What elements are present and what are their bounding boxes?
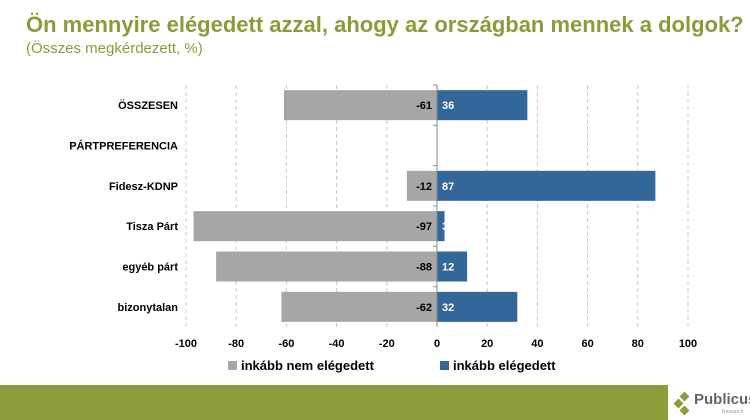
bar-positive xyxy=(437,291,518,322)
legend-swatch xyxy=(440,361,449,370)
publicus-logo: Publicus Research xyxy=(672,390,750,418)
bar-positive xyxy=(437,251,468,282)
category-label: egyéb párt xyxy=(122,262,178,274)
x-tick-label: -100 xyxy=(175,338,197,350)
data-label: -88 xyxy=(416,262,432,274)
x-tick-label: 40 xyxy=(531,338,543,350)
bar-negative xyxy=(216,251,437,282)
bar-negative xyxy=(283,90,437,121)
x-tick-label: -60 xyxy=(278,338,294,350)
x-tick-label: -20 xyxy=(379,338,395,350)
bar-positive xyxy=(437,90,528,121)
logo-subtext: Research xyxy=(722,409,744,415)
data-label: -61 xyxy=(416,100,432,112)
legend-label: inkább elégedett xyxy=(453,358,556,373)
chart-subtitle: (Összes megkérdezett, %) xyxy=(26,40,203,57)
footer-bar xyxy=(0,385,668,420)
x-tick-label: 80 xyxy=(632,338,644,350)
logo-text: Publicus xyxy=(694,391,750,408)
data-label: 36 xyxy=(442,100,454,112)
bar-positive xyxy=(437,211,445,242)
category-label: ÖSSZESEN xyxy=(118,99,178,112)
x-tick-label: 100 xyxy=(679,338,697,350)
data-label: 12 xyxy=(442,262,454,274)
category-label: Fidesz-KDNP xyxy=(109,181,178,193)
category-label: bizonytalan xyxy=(117,302,178,314)
chart-title: Ön mennyire elégedett azzal, ahogy az or… xyxy=(26,12,744,37)
data-label: 32 xyxy=(442,302,454,314)
legend-swatch xyxy=(228,361,237,370)
bar-negative xyxy=(193,211,437,242)
data-label: -97 xyxy=(416,221,432,233)
logo-mark-icon xyxy=(673,392,690,416)
x-tick-label: -80 xyxy=(228,338,244,350)
legend-label: inkább nem elégedett xyxy=(241,358,375,373)
category-label: Tisza Párt xyxy=(126,221,178,233)
x-tick-label: 0 xyxy=(434,338,440,350)
category-label: PÁRTPREFERENCIA xyxy=(69,140,178,153)
bar-negative xyxy=(406,170,437,201)
x-tick-label: 20 xyxy=(481,338,493,350)
data-label: 87 xyxy=(442,181,454,193)
data-label: -62 xyxy=(416,302,432,314)
x-tick-label: -40 xyxy=(329,338,345,350)
data-label: 3 xyxy=(442,221,448,233)
bar-positive xyxy=(437,170,656,201)
data-label: -12 xyxy=(416,181,432,193)
bar-negative xyxy=(281,291,437,322)
x-tick-label: 60 xyxy=(581,338,593,350)
chart: -100 -80 -60 -40 -20 0 20 40 60 80 100 ÖSSZESEN -61 3… xyxy=(69,84,697,373)
